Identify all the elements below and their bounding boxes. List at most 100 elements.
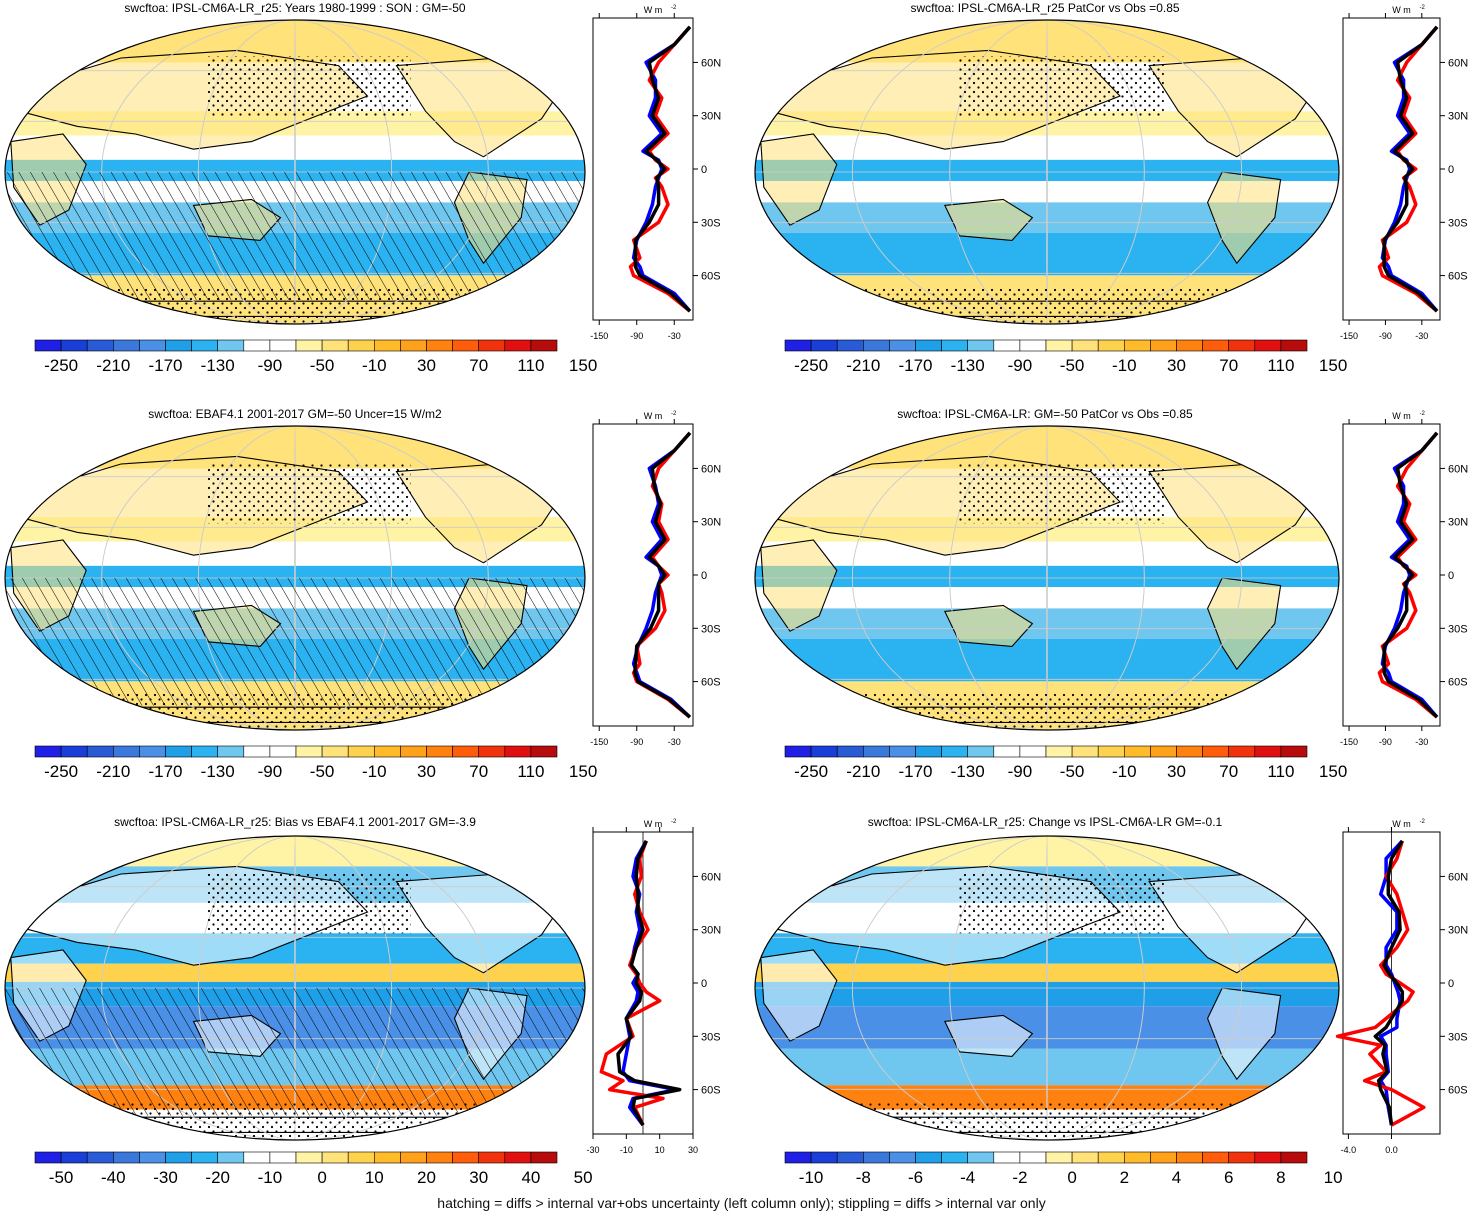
map-field: [755, 426, 1339, 730]
y-tick-label: 30S: [701, 623, 721, 635]
colorbar-label: -6: [908, 1168, 923, 1187]
colorbar-swatch: [915, 745, 942, 758]
colorbar-swatch: [400, 1151, 427, 1164]
colorbar-swatch: [530, 1151, 558, 1164]
y-tick-label: 60S: [701, 677, 721, 689]
colorbar-swatch: [889, 1151, 916, 1164]
field-band: [5, 836, 585, 867]
map-title: swcftoa: IPSL-CM6A-LR_r25 PatCor vs Obs …: [910, 1, 1179, 15]
colorbar-swatch: [165, 339, 192, 352]
stippling: [755, 1103, 1339, 1140]
graticule-lon: [1046, 836, 1048, 1140]
y-tick-label: 30N: [1448, 111, 1468, 123]
colorbar-label: 150: [1319, 762, 1347, 781]
colorbar-swatch: [191, 339, 219, 352]
colorbar-swatch: [295, 745, 323, 758]
colorbar-swatch: [810, 745, 838, 758]
profile-line-reference: [633, 25, 692, 313]
x-tick-label: -30: [1415, 331, 1428, 341]
colorbar-swatch: [810, 1151, 838, 1164]
colorbar-swatch: [1254, 745, 1282, 758]
colorbar-swatch: [530, 745, 558, 758]
graticule-lon: [851, 426, 1243, 730]
colorbar-swatch: [1150, 745, 1177, 758]
y-tick-label: 30S: [1448, 217, 1468, 229]
colorbar-swatch: [504, 339, 532, 352]
colorbar-swatch: [113, 1151, 140, 1164]
colorbar-label: -250: [794, 762, 828, 781]
colorbar-swatch: [941, 339, 968, 352]
colorbar-label: -10: [258, 1168, 283, 1187]
colorbar-swatch: [86, 339, 114, 352]
colorbar-label: -4: [960, 1168, 975, 1187]
profile-line-reference: [616, 840, 682, 1126]
y-tick-label: 60S: [1448, 677, 1468, 689]
zonal-profile-panel-4: 60N 30N 0 30S 60S -150 -90 -30 W m -2: [1340, 411, 1468, 747]
colorbar-label: -130: [201, 356, 235, 375]
zonal-profile-panel-6: 60N 30N 0 30S 60S -4.0 0.0 W m -2: [1335, 819, 1468, 1155]
colorbar-swatch: [34, 339, 62, 352]
colorbar-panel-5: -50 -40 -30 -20 -10 0 10 20 30 40 50: [34, 1151, 593, 1187]
colorbar-swatch: [889, 339, 916, 352]
y-tick-label: 30N: [1448, 517, 1468, 529]
footer-note: hatching = diffs > internal var+obs unce…: [437, 1195, 1046, 1211]
colorbar-swatch: [321, 745, 349, 758]
map-title: swcftoa: IPSL-CM6A-LR: GM=-50 PatCor vs …: [897, 407, 1193, 421]
y-tick-label: 0: [1448, 570, 1454, 582]
hatching: [5, 172, 585, 300]
colorbar-swatch: [941, 1151, 968, 1164]
map-field: [755, 20, 1339, 324]
colorbar-swatch: [1202, 745, 1229, 758]
colorbar-swatch: [139, 745, 166, 758]
colorbar-label: 70: [469, 762, 488, 781]
colorbar-swatch: [915, 339, 942, 352]
profile-unit: W m: [1392, 411, 1411, 421]
x-tick-label: -150: [1340, 331, 1358, 341]
colorbar-swatch: [810, 339, 838, 352]
colorbar-panel-1: -250 -210 -170 -130 -90 -50 -10 30 70 110 150: [34, 339, 597, 375]
colorbar-swatch: [1280, 745, 1308, 758]
colorbar-swatch: [86, 1151, 114, 1164]
colorbar-swatch: [504, 745, 532, 758]
profile-unit: W m: [644, 819, 663, 829]
profile-line-reference: [1382, 431, 1439, 719]
colorbar-label: 30: [469, 1168, 488, 1187]
colorbar-label: 70: [1219, 356, 1238, 375]
colorbar-label: -90: [1008, 762, 1033, 781]
graticule-lon: [1046, 20, 1048, 324]
continent-outline: [1207, 171, 1282, 265]
field-band: [755, 836, 1339, 867]
colorbar-label: 30: [1167, 356, 1186, 375]
profile-unit: W m: [644, 5, 663, 15]
colorbar-label: 70: [469, 356, 488, 375]
colorbar-swatch: [941, 745, 968, 758]
colorbar-swatch: [452, 339, 480, 352]
colorbar-swatch: [217, 745, 245, 758]
colorbar-label: -170: [148, 762, 182, 781]
stippling: [755, 287, 1339, 324]
colorbar-swatch: [113, 745, 140, 758]
x-tick-label: -30: [668, 331, 681, 341]
y-tick-label: 0: [701, 978, 707, 990]
colorbar-label: -130: [951, 356, 985, 375]
profile-line-reference: [633, 431, 692, 719]
colorbar-swatch: [347, 745, 375, 758]
colorbar-label: -40: [101, 1168, 126, 1187]
colorbar-swatch: [373, 1151, 401, 1164]
map-border: [754, 835, 1340, 1141]
colorbar-label: -210: [846, 762, 880, 781]
continent-outline: [1207, 987, 1282, 1081]
y-tick-label: 60N: [1448, 463, 1468, 475]
colorbar-label: -250: [794, 356, 828, 375]
colorbar-swatch: [426, 339, 453, 352]
colorbar-swatch: [1045, 745, 1073, 758]
colorbar-label: -10: [1112, 356, 1137, 375]
stippling: [208, 872, 411, 934]
colorbar-swatch: [993, 1151, 1021, 1164]
colorbar-label: 0: [1067, 1168, 1076, 1187]
colorbar-swatch: [1019, 745, 1047, 758]
colorbar-label: -250: [44, 356, 78, 375]
colorbar-swatch: [1045, 1151, 1073, 1164]
colorbar-swatch: [60, 339, 88, 352]
colorbar-swatch: [915, 1151, 942, 1164]
